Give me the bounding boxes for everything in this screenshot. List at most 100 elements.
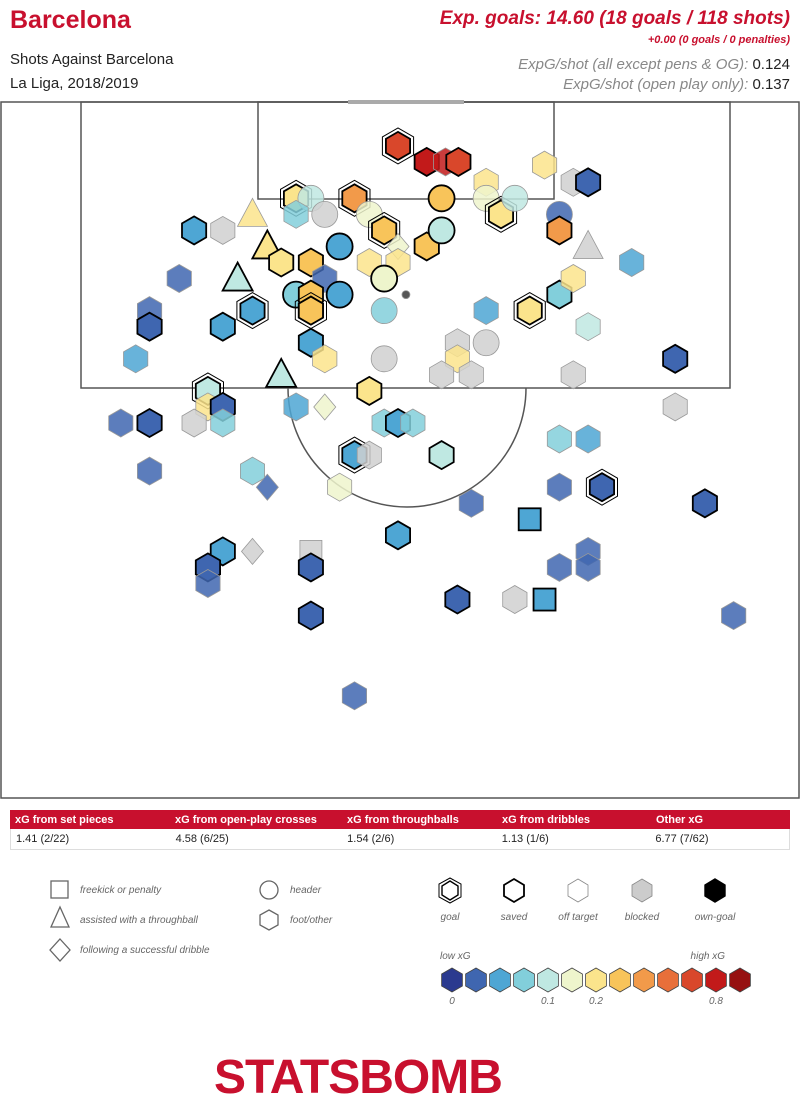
- shot-marker: [472, 329, 500, 357]
- shot-saved-header: [325, 280, 354, 309]
- shot-marker: [619, 248, 645, 277]
- table-header-cell: xG from set pieces: [15, 813, 114, 826]
- shot-goal-foot: [384, 130, 412, 161]
- shot-marker: [458, 488, 484, 518]
- shot-marker: [181, 408, 207, 438]
- table-header-row: xG from set pieces xG from open-play cro…: [10, 810, 790, 829]
- shot-marker: [445, 146, 472, 177]
- shot-marker: [356, 440, 382, 470]
- shot-saved-throughball: [221, 260, 255, 292]
- shot-marker: [136, 311, 163, 342]
- shot-marker: [662, 392, 688, 422]
- shot-off-throughball: [236, 197, 269, 227]
- chart-subtitle: Shots Against Barcelona: [10, 51, 174, 68]
- shot-off-foot: [575, 424, 601, 454]
- scale-swatch: [657, 967, 679, 993]
- shot-marker: [195, 569, 221, 598]
- shot-off-foot: [473, 296, 499, 326]
- shot-saved-header: [370, 264, 399, 293]
- shot-blocked-foot: [181, 408, 207, 438]
- shot-blocked-header: [311, 200, 339, 228]
- outcome-label: off target: [558, 912, 599, 923]
- shot-marker: [572, 229, 604, 259]
- shot-marker: [209, 311, 236, 342]
- shot-off-dribble: [313, 393, 337, 421]
- shot-marker: [502, 585, 528, 614]
- shot-marker: [239, 456, 266, 486]
- scale-swatch: [537, 967, 559, 993]
- shot-goal-foot: [297, 295, 324, 326]
- shot-marker: [297, 552, 324, 583]
- shot-saved-foot: [444, 584, 471, 615]
- off-target-icon: [567, 878, 589, 903]
- shot-marker: [560, 264, 586, 293]
- shot-off-foot: [210, 408, 236, 438]
- shot-goal-foot: [239, 295, 266, 326]
- shot-marker: [370, 297, 398, 325]
- shot-marker: [384, 520, 412, 551]
- xg-per-shot-all: ExpG/shot (all except pens & OG): 0.124: [518, 56, 790, 73]
- shot-marker: [575, 424, 601, 454]
- legend-label: foot/other: [290, 915, 333, 926]
- shot-saved-foot: [209, 311, 236, 342]
- shot-marker: [721, 601, 747, 631]
- scale-swatch: [489, 967, 511, 993]
- shot-marker: [560, 360, 586, 390]
- shot-marker: [312, 344, 338, 374]
- shot-marker: [136, 407, 163, 439]
- shot-blocked-foot: [458, 360, 484, 390]
- shot-off-foot: [283, 199, 309, 229]
- goal-ring: [585, 468, 618, 506]
- table-cell: 1.41 (2/22): [16, 833, 70, 845]
- shot-marker: [532, 587, 557, 612]
- throughball-triangle-icon: [49, 905, 71, 928]
- outcome-label: goal: [441, 912, 461, 923]
- xg-per-shot-open-value: 0.137: [752, 76, 790, 93]
- shot-saved-foot: [297, 552, 324, 583]
- saved-icon: [503, 877, 525, 904]
- shot-saved-foot: [181, 215, 208, 246]
- xg-per-shot-all-value: 0.124: [752, 56, 790, 73]
- shot-saved-foot: [662, 343, 689, 374]
- goal-ring: [236, 292, 269, 330]
- shot-map: [0, 100, 800, 799]
- table-header-cell: xG from open-play crosses: [175, 813, 317, 826]
- shot-blocked-foot: [560, 360, 586, 390]
- scale-tick-label: 0.2: [589, 996, 603, 1007]
- shot-marker: [458, 360, 484, 390]
- shot-off-foot: [546, 552, 572, 582]
- shot-marker: [546, 552, 572, 582]
- xg-penalties: +0.00 (0 goals / 0 penalties): [647, 34, 790, 46]
- shot-off-foot: [283, 392, 309, 422]
- shot-goal-foot: [371, 215, 398, 246]
- scale-low-label: low xG: [440, 951, 471, 962]
- legend-label: following a successful dribble: [80, 945, 210, 956]
- shot-marker: [517, 507, 542, 532]
- scale-swatch: [513, 967, 535, 993]
- shot-marker: [268, 247, 295, 278]
- shot-off-foot: [108, 408, 134, 438]
- shot-marker: [428, 440, 455, 471]
- shape-legend: [49, 880, 279, 962]
- shot-marker: [473, 296, 499, 326]
- shot-marker: [501, 184, 529, 212]
- shot-marker: [444, 584, 471, 615]
- scale-swatch: [561, 967, 583, 993]
- scale-swatch: [465, 967, 487, 993]
- shot-saved-header: [427, 184, 456, 213]
- shot-marker: [691, 488, 718, 519]
- shot-off-foot: [575, 312, 601, 342]
- xg-per-shot-open: ExpG/shot (open play only): 0.137: [563, 76, 790, 93]
- shot-marker: [123, 344, 149, 374]
- table-header-cell: Other xG: [656, 813, 704, 826]
- shot-marker: [532, 150, 558, 180]
- scale-swatch: [585, 967, 607, 993]
- shot-saved-foot: [691, 488, 718, 519]
- shot-marker: [221, 260, 255, 292]
- scale-swatch: [633, 967, 655, 993]
- shot-blocked-throughball: [572, 229, 604, 259]
- goal-icon: [441, 880, 459, 901]
- shot-blocked-foot: [429, 360, 455, 390]
- foot-hexagon-icon: [259, 909, 279, 931]
- shot-marker: [370, 264, 399, 293]
